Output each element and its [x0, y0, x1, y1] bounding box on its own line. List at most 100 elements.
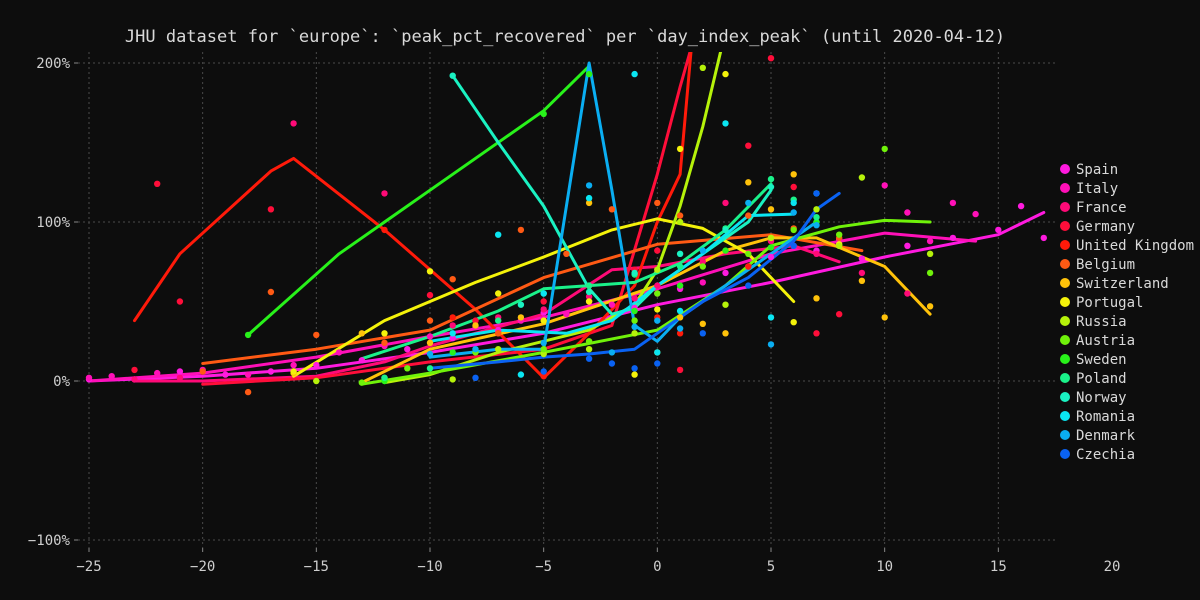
data-point-switzerland — [858, 277, 866, 284]
y-tick-label: 200% — [36, 56, 70, 72]
data-point-russia — [836, 242, 843, 249]
data-point-czechia — [813, 190, 820, 197]
data-point-italy — [108, 373, 115, 380]
data-point-italy — [699, 279, 706, 286]
data-point-poland — [585, 282, 593, 289]
data-point-france — [381, 190, 388, 197]
series-line-germany — [201, 52, 692, 386]
data-point-denmark — [767, 341, 775, 348]
data-point-romania — [540, 290, 547, 297]
data-point-france — [290, 120, 297, 127]
x-tick-label: 10 — [876, 559, 893, 575]
data-point-portugal — [631, 371, 638, 378]
data-point-denmark — [608, 349, 616, 356]
data-point-portugal — [585, 298, 593, 305]
data-point-switzerland — [881, 314, 888, 321]
data-point-france — [699, 258, 706, 265]
data-point-italy — [949, 199, 957, 207]
data-point-germany — [267, 206, 275, 213]
data-point-austria — [585, 338, 593, 345]
data-point-france — [585, 293, 593, 300]
data-point-belgium — [676, 212, 684, 219]
legend-label: Sweden — [1076, 352, 1127, 368]
data-point-belgium — [426, 317, 434, 324]
legend-swatch — [1060, 259, 1070, 269]
data-point-romania — [654, 349, 661, 356]
x-tick-label: −10 — [417, 559, 442, 575]
legend-item: United Kingdom — [1060, 238, 1194, 254]
legend-item: Italy — [1060, 181, 1118, 197]
data-point-france — [449, 322, 456, 329]
data-point-france — [654, 282, 661, 289]
data-point-austria — [745, 250, 752, 257]
data-point-portugal — [290, 368, 297, 375]
data-point-switzerland — [585, 199, 593, 207]
data-point-france — [176, 374, 184, 381]
data-point-france — [904, 290, 911, 297]
data-point-portugal — [722, 70, 729, 78]
legend-item: Romania — [1060, 409, 1135, 425]
legend-label: Norway — [1076, 390, 1127, 406]
legend-item: Spain — [1060, 162, 1118, 178]
data-point-austria — [358, 379, 365, 386]
data-point-austria — [836, 231, 843, 238]
data-point-switzerland — [790, 171, 797, 178]
legend-item: Russia — [1060, 314, 1127, 330]
legend-label: United Kingdom — [1076, 238, 1194, 254]
data-point-romania — [631, 70, 638, 78]
data-point-italy — [563, 311, 570, 318]
chart-title: JHU dataset for `europe`: `peak_pct_reco… — [125, 27, 1005, 47]
data-point-spain — [904, 242, 911, 249]
x-tick-label: 5 — [767, 559, 775, 575]
data-point-france — [722, 199, 729, 207]
data-point-denmark — [790, 209, 797, 216]
series-line-italy — [87, 231, 978, 383]
x-axis: −25 −20 −15 −10 −5 0 5 10 15 20 — [76, 548, 1120, 575]
data-point-russia — [540, 350, 547, 358]
data-point-belgium — [563, 250, 570, 257]
legend-label: Portugal — [1076, 295, 1143, 311]
data-point-russia — [858, 174, 866, 181]
x-tick-label: −25 — [76, 559, 101, 575]
data-point-belgium — [608, 206, 616, 213]
data-point-italy — [85, 374, 93, 381]
legend-label: Italy — [1076, 181, 1118, 197]
data-point-romania — [517, 371, 525, 378]
data-point-belgium — [654, 199, 661, 207]
data-point-poland — [676, 263, 684, 270]
data-point-germany — [131, 366, 138, 374]
data-point-belgium — [495, 330, 502, 337]
legend-swatch — [1060, 316, 1070, 326]
data-point-united-kingdom — [449, 314, 456, 321]
data-point-czechia — [699, 330, 706, 337]
data-point-germany — [540, 298, 547, 305]
data-point-russia — [676, 218, 684, 226]
data-point-austria — [404, 365, 411, 372]
data-point-france — [813, 250, 820, 257]
data-point-poland — [813, 214, 820, 221]
data-point-switzerland — [676, 314, 684, 321]
data-point-italy — [926, 237, 934, 245]
legend-swatch — [1060, 354, 1070, 364]
data-point-france — [858, 269, 866, 277]
data-point-germany — [676, 366, 684, 374]
legend-swatch — [1060, 449, 1070, 459]
legend-item: Austria — [1060, 333, 1135, 349]
series-line-sweden — [246, 64, 591, 337]
data-point-czechia — [631, 365, 638, 372]
data-point-switzerland — [358, 330, 365, 337]
data-point-switzerland — [813, 295, 820, 302]
data-point-italy — [290, 361, 297, 369]
data-point-norway — [631, 269, 638, 277]
series-line-romania — [428, 212, 796, 343]
series-line-spain — [87, 211, 1046, 383]
data-point-russia — [722, 301, 729, 308]
data-point-italy — [881, 182, 888, 189]
data-point-austria — [540, 346, 547, 353]
data-point-russia — [699, 64, 706, 72]
data-point-poland — [767, 175, 775, 183]
data-point-russia — [767, 234, 775, 242]
series-line-portugal — [292, 217, 796, 378]
data-point-switzerland — [722, 330, 729, 337]
data-point-denmark — [540, 339, 547, 346]
